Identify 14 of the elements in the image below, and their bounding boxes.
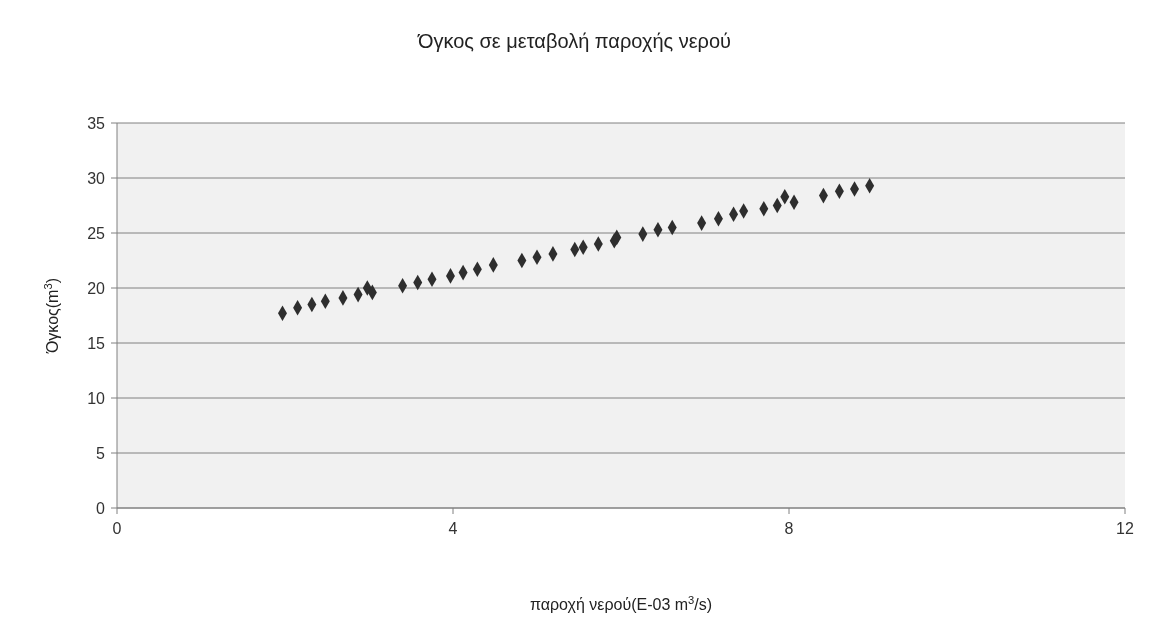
y-tick-label: 15 xyxy=(87,334,106,352)
y-tick-label: 10 xyxy=(87,389,106,407)
x-axis-title: παροχή νερού(E-03 m$^{3}$/s) xyxy=(529,594,713,613)
y-tick-label: 35 xyxy=(87,114,106,132)
y-tick-label: 30 xyxy=(87,169,106,187)
y-tick-label: 25 xyxy=(87,224,106,242)
y-tick-label: 0 xyxy=(96,499,106,517)
x-tick-label: 4 xyxy=(448,520,458,537)
x-tick-label: 8 xyxy=(784,520,794,537)
x-tick-label: 0 xyxy=(112,520,122,537)
y-tick-label: 5 xyxy=(96,444,106,462)
x-tick-label: 12 xyxy=(1116,520,1134,537)
y-tick-label: 20 xyxy=(87,279,106,297)
chart-title: Όγκος σε μεταβολή παροχής νερού xyxy=(416,30,732,52)
